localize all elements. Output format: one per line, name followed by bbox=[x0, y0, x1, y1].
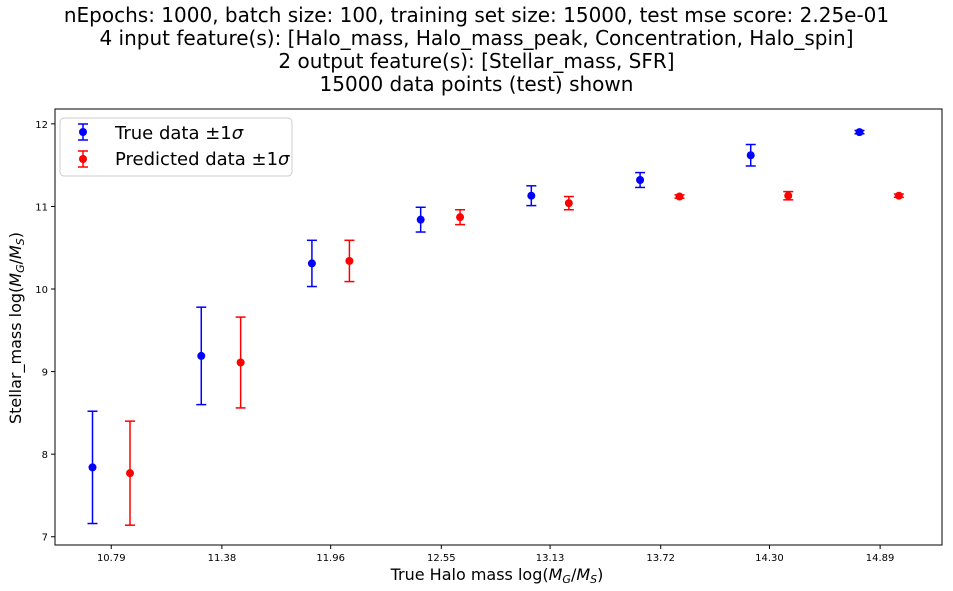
data-point bbox=[88, 463, 97, 472]
data-point bbox=[784, 191, 793, 200]
data-point bbox=[564, 199, 573, 208]
legend-item-true: True data ±1σ bbox=[78, 123, 244, 144]
x-axis-ticks: 10.79 11.38 11.96 12.55 13.13 13.72 14.30 14.89 bbox=[97, 545, 894, 564]
legend-pred-marker bbox=[79, 155, 87, 163]
plot-area-frame bbox=[54, 108, 943, 546]
data-point bbox=[894, 191, 903, 200]
x-tick-label: 14.30 bbox=[755, 553, 784, 564]
data-point bbox=[307, 259, 316, 268]
data-point bbox=[126, 469, 135, 478]
data-point bbox=[675, 192, 684, 201]
x-tick-label: 12.55 bbox=[427, 553, 456, 564]
x-tick-label: 11.96 bbox=[316, 553, 345, 564]
y-axis-label: Stellar_mass log(MG/MS) bbox=[6, 232, 27, 424]
data-point bbox=[197, 351, 206, 360]
data-point bbox=[855, 128, 864, 137]
x-tick-label: 10.79 bbox=[97, 553, 126, 564]
title-line-3: 2 output feature(s): [Stellar_mass, SFR] bbox=[278, 49, 675, 73]
x-tick-label: 14.89 bbox=[866, 553, 895, 564]
y-axis-ticks: 7 8 9 10 11 12 bbox=[35, 120, 55, 544]
y-tick-label: 7 bbox=[42, 533, 48, 544]
y-tick-label: 10 bbox=[35, 285, 48, 296]
title-line-2: 4 input feature(s): [Halo_mass, Halo_mas… bbox=[99, 26, 854, 50]
data-point bbox=[416, 215, 425, 224]
data-point bbox=[746, 151, 755, 160]
y-tick-label: 12 bbox=[35, 120, 48, 131]
series-true-data bbox=[87, 128, 865, 525]
legend-box bbox=[59, 117, 293, 177]
chart-title: nEpochs: 1000, batch size: 100, training… bbox=[0, 4, 953, 96]
data-series bbox=[87, 128, 904, 526]
data-point bbox=[236, 358, 245, 367]
title-line-4: 15000 data points (test) shown bbox=[319, 72, 634, 96]
x-axis-label: True Halo mass log(MG/MS) bbox=[390, 565, 604, 586]
y-tick-label: 11 bbox=[35, 202, 48, 213]
legend: True data ±1σ Predicted data ±1σ bbox=[59, 117, 293, 177]
x-tick-label: 11.38 bbox=[208, 553, 237, 564]
data-point bbox=[345, 256, 354, 265]
data-point bbox=[456, 213, 465, 222]
legend-true-label: True data ±1σ bbox=[114, 123, 244, 144]
title-line-1: nEpochs: 1000, batch size: 100, training… bbox=[63, 3, 890, 27]
legend-item-predicted: Predicted data ±1σ bbox=[78, 149, 290, 170]
x-tick-label: 13.13 bbox=[536, 553, 565, 564]
y-tick-label: 8 bbox=[42, 450, 48, 461]
legend-predicted-label: Predicted data ±1σ bbox=[115, 149, 290, 170]
series-predicted-data bbox=[125, 190, 904, 526]
y-tick-label: 9 bbox=[42, 368, 48, 379]
data-point bbox=[636, 176, 645, 185]
x-tick-label: 13.72 bbox=[646, 553, 675, 564]
data-point bbox=[527, 191, 536, 200]
legend-true-marker bbox=[79, 128, 87, 136]
